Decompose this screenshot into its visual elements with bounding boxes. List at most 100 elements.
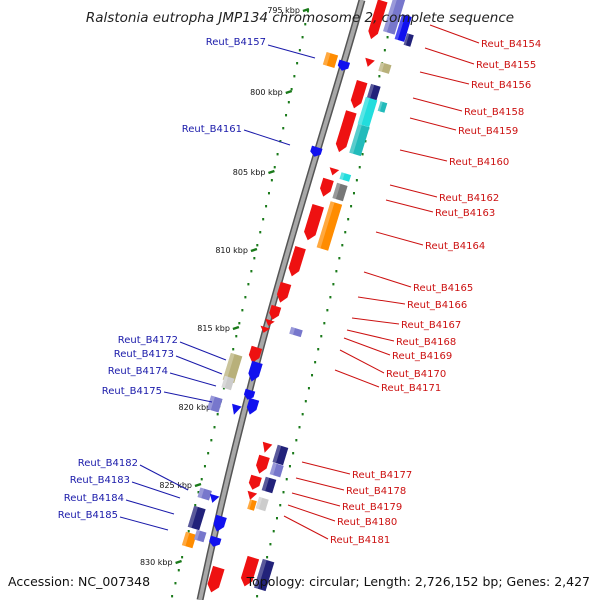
gene-label-reut-b4165[interactable]: Reut_B4165 <box>413 283 473 294</box>
gene-feature[interactable] <box>261 476 277 494</box>
kbp-tick-mark <box>194 482 202 488</box>
gene-label-reut-b4157[interactable]: Reut_B4157 <box>206 37 266 48</box>
gene-label-reut-b4156[interactable]: Reut_B4156 <box>471 80 531 91</box>
right-leader-line <box>389 184 438 198</box>
gene-feature[interactable] <box>255 496 269 512</box>
gene-label-reut-b4167[interactable]: Reut_B4167 <box>401 320 461 331</box>
gene-label-reut-b4160[interactable]: Reut_B4160 <box>449 157 509 168</box>
gene-label-reut-b4172[interactable]: Reut_B4172 <box>118 335 178 346</box>
gene-feature[interactable] <box>275 281 292 304</box>
right-leader-line <box>399 149 448 162</box>
gene-feature[interactable] <box>349 80 368 110</box>
gene-feature[interactable] <box>187 505 206 531</box>
gene-feature[interactable] <box>302 204 325 242</box>
gene-label-reut-b4180[interactable]: Reut_B4180 <box>337 517 397 528</box>
gene-feature[interactable] <box>247 345 263 365</box>
gene-label-reut-b4181[interactable]: Reut_B4181 <box>330 535 390 546</box>
label-leader-lines <box>119 24 480 540</box>
gene-feature[interactable] <box>349 123 370 157</box>
gene-label-reut-b4170[interactable]: Reut_B4170 <box>386 369 446 380</box>
gene-feature[interactable] <box>254 558 275 592</box>
gene-feature[interactable] <box>383 0 410 35</box>
gene-label-reut-b4174[interactable]: Reut_B4174 <box>108 366 168 377</box>
gene-label-reut-b4178[interactable]: Reut_B4178 <box>346 486 406 497</box>
gene-label-reut-b4173[interactable]: Reut_B4173 <box>114 349 174 360</box>
gene-feature[interactable] <box>269 462 284 478</box>
gene-feature[interactable] <box>208 493 220 505</box>
left-track-dot <box>247 283 250 286</box>
gene-feature[interactable] <box>207 395 223 413</box>
gene-feature[interactable] <box>318 177 334 198</box>
gene-feature[interactable] <box>268 304 282 321</box>
gene-feature[interactable] <box>193 529 207 543</box>
gene-feature[interactable] <box>205 565 225 594</box>
gene-label-reut-b4166[interactable]: Reut_B4166 <box>407 300 467 311</box>
gene-feature[interactable] <box>334 110 357 153</box>
gene-feature[interactable] <box>221 375 235 391</box>
gene-label-reut-b4179[interactable]: Reut_B4179 <box>342 502 402 513</box>
gene-label-reut-b4154[interactable]: Reut_B4154 <box>481 39 541 50</box>
gene-block-shine <box>378 62 385 72</box>
gene-feature[interactable] <box>394 14 412 42</box>
gene-feature[interactable] <box>366 83 381 103</box>
right-leader-line <box>419 71 470 85</box>
gene-label-reut-b4184[interactable]: Reut_B4184 <box>64 493 124 504</box>
gene-arrow <box>335 110 357 153</box>
right-track-dot <box>350 205 353 208</box>
gene-feature[interactable] <box>197 487 212 501</box>
gene-feature[interactable] <box>309 145 323 159</box>
left-track-dot <box>273 166 276 169</box>
gene-feature[interactable] <box>357 96 378 128</box>
gene-label-reut-b4182[interactable]: Reut_B4182 <box>78 458 138 469</box>
map-title: Ralstonia eutropha JMP134 chromosome 2, … <box>86 10 514 26</box>
gene-feature[interactable] <box>332 182 348 202</box>
gene-feature[interactable] <box>363 57 375 69</box>
gene-label-reut-b4171[interactable]: Reut_B4171 <box>381 383 441 394</box>
kbp-tick-label: 810 kbp <box>215 246 248 255</box>
gene-feature[interactable] <box>222 352 243 384</box>
gene-feature[interactable] <box>181 531 197 549</box>
gene-label-reut-b4162[interactable]: Reut_B4162 <box>439 193 499 204</box>
gene-label-reut-b4169[interactable]: Reut_B4169 <box>392 351 452 362</box>
gene-feature[interactable] <box>259 325 271 335</box>
gene-feature[interactable] <box>366 0 388 41</box>
gene-feature[interactable] <box>239 555 260 588</box>
gene-feature[interactable] <box>212 514 227 534</box>
gene-feature[interactable] <box>287 246 306 278</box>
gene-label-reut-b4185[interactable]: Reut_B4185 <box>58 510 118 521</box>
gene-feature[interactable] <box>245 490 258 502</box>
gene-label-reut-b4168[interactable]: Reut_B4168 <box>396 337 456 348</box>
gene-feature[interactable] <box>260 441 273 454</box>
gene-feature[interactable] <box>328 167 340 177</box>
gene-feature[interactable] <box>254 454 270 475</box>
gene-feature[interactable] <box>247 474 262 492</box>
gene-feature[interactable] <box>208 535 222 549</box>
gene-arrowhead <box>232 403 242 415</box>
gene-label-reut-b4161[interactable]: Reut_B4161 <box>182 124 242 135</box>
gene-feature[interactable] <box>378 62 392 74</box>
gene-block-shine <box>366 83 375 101</box>
gene-feature[interactable] <box>263 318 275 328</box>
gene-label-reut-b4159[interactable]: Reut_B4159 <box>458 126 518 137</box>
gene-feature[interactable] <box>272 444 289 466</box>
gene-feature[interactable] <box>243 388 256 401</box>
right-track-dot <box>332 283 335 286</box>
gene-label-reut-b4158[interactable]: Reut_B4158 <box>464 107 524 118</box>
gene-feature[interactable] <box>245 397 260 416</box>
gene-label-reut-b4177[interactable]: Reut_B4177 <box>352 470 412 481</box>
gene-label-reut-b4164[interactable]: Reut_B4164 <box>425 241 485 252</box>
gene-feature[interactable] <box>377 101 388 113</box>
gene-feature[interactable] <box>246 360 263 383</box>
gene-label-reut-b4155[interactable]: Reut_B4155 <box>476 60 536 71</box>
gene-feature[interactable] <box>316 201 343 251</box>
gene-feature[interactable] <box>247 499 257 511</box>
gene-feature[interactable] <box>337 59 351 73</box>
gene-feature[interactable] <box>229 403 242 416</box>
gene-feature[interactable] <box>289 326 303 338</box>
gene-feature[interactable] <box>322 52 339 68</box>
gene-label-reut-b4183[interactable]: Reut_B4183 <box>70 475 130 486</box>
gene-label-reut-b4175[interactable]: Reut_B4175 <box>102 386 162 397</box>
gene-feature[interactable] <box>403 33 414 47</box>
gene-feature[interactable] <box>339 172 352 182</box>
gene-label-reut-b4163[interactable]: Reut_B4163 <box>435 208 495 219</box>
